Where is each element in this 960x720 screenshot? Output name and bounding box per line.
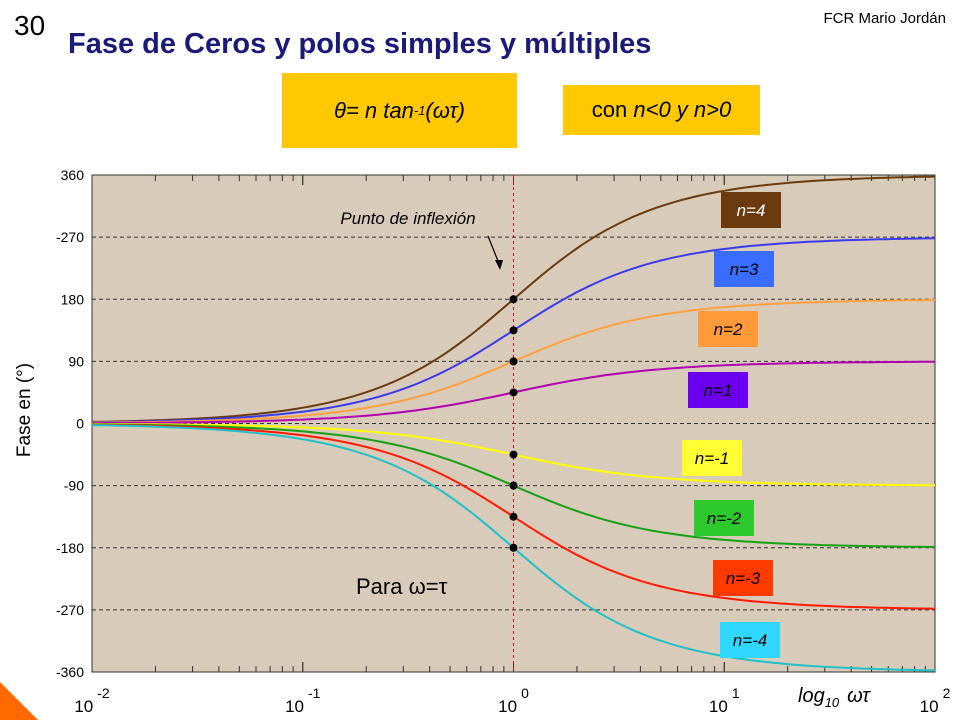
y-axis-label: Fase en (°) bbox=[14, 363, 35, 457]
x-tick-exponent: -2 bbox=[97, 685, 110, 701]
y-tick-label: 0 bbox=[76, 416, 84, 432]
series-label-box bbox=[698, 311, 758, 347]
series-label: n=3 bbox=[730, 260, 759, 279]
y-tick-label: -360 bbox=[56, 664, 84, 680]
inflection-point bbox=[509, 388, 518, 397]
series-label: n=-2 bbox=[707, 509, 742, 528]
inflection-point bbox=[509, 357, 518, 366]
y-tick-label: -270 bbox=[56, 229, 84, 245]
inflection-point bbox=[509, 512, 518, 521]
inflection-point bbox=[509, 326, 518, 335]
condition-text: n<0 y n>0 bbox=[633, 97, 732, 122]
x-axis-label: log10 ωτ bbox=[798, 685, 871, 710]
inflection-annotation: Punto de inflexión bbox=[340, 209, 475, 228]
series-label-box bbox=[682, 440, 742, 476]
author-label: FCR Mario Jordán bbox=[823, 10, 946, 27]
x-tick-base: 10 bbox=[709, 697, 728, 716]
y-tick-label: 90 bbox=[68, 353, 84, 369]
series-label-box bbox=[714, 251, 774, 287]
inflection-point bbox=[509, 543, 518, 552]
y-tick-label: -180 bbox=[56, 540, 84, 556]
x-tick-exponent: -1 bbox=[308, 685, 321, 701]
x-tick-base: 10 bbox=[498, 697, 517, 716]
x-tick-base: 10 bbox=[920, 697, 939, 716]
series-label: n=1 bbox=[704, 381, 733, 400]
y-tick-label: 180 bbox=[61, 291, 85, 307]
series-label-box bbox=[720, 622, 780, 658]
corner-decoration bbox=[0, 682, 38, 720]
y-tick-label: 360 bbox=[61, 167, 85, 183]
series-label: n=4 bbox=[737, 201, 766, 220]
x-tick-label: 10-2 bbox=[74, 685, 110, 716]
x-tick-exponent: 2 bbox=[943, 685, 951, 701]
formula-exponent: -1 bbox=[413, 103, 426, 118]
formula-body: = n tan bbox=[345, 97, 414, 123]
annotation-arrowhead bbox=[495, 260, 503, 270]
x-tick-exponent: 0 bbox=[521, 685, 529, 701]
inflection-point bbox=[509, 481, 518, 490]
x-tick-label: 101 bbox=[709, 685, 740, 716]
series-label: n=-1 bbox=[695, 449, 730, 468]
series-label-box bbox=[688, 372, 748, 408]
series-label: n=-3 bbox=[726, 569, 761, 588]
x-axis-label-base: log bbox=[798, 685, 825, 707]
x-axis-label-sub: 10 bbox=[825, 695, 840, 710]
formula-theta: θ bbox=[334, 97, 346, 123]
series-label: n=2 bbox=[714, 320, 743, 339]
omega-tau-annotation: Para ω=τ bbox=[356, 574, 448, 599]
x-tick-label: 10-1 bbox=[285, 685, 321, 716]
x-tick-label: 102 bbox=[920, 685, 951, 716]
series-label-box bbox=[713, 560, 773, 596]
inflection-point bbox=[509, 450, 518, 459]
series-label-box bbox=[721, 192, 781, 228]
x-tick-base: 10 bbox=[74, 697, 93, 716]
series-label-box bbox=[694, 500, 754, 536]
x-axis-label-symbol: ωτ bbox=[847, 685, 871, 707]
inflection-point bbox=[509, 295, 518, 304]
x-tick-base: 10 bbox=[285, 697, 304, 716]
formula-box: θ = n tan -1 (ωτ) bbox=[282, 73, 517, 148]
formula-argument: (ωτ) bbox=[425, 97, 465, 123]
page-title: Fase de Ceros y polos simples y múltiple… bbox=[68, 28, 652, 60]
x-tick-label: 100 bbox=[498, 685, 529, 716]
y-tick-label: -90 bbox=[64, 478, 84, 494]
x-tick-exponent: 1 bbox=[732, 685, 740, 701]
condition-box: con n<0 y n>0 bbox=[563, 85, 760, 135]
y-tick-label: -270 bbox=[56, 602, 84, 618]
slide-number: 30 bbox=[14, 10, 46, 41]
condition-prefix: con bbox=[591, 97, 634, 122]
series-label: n=-4 bbox=[733, 631, 768, 650]
